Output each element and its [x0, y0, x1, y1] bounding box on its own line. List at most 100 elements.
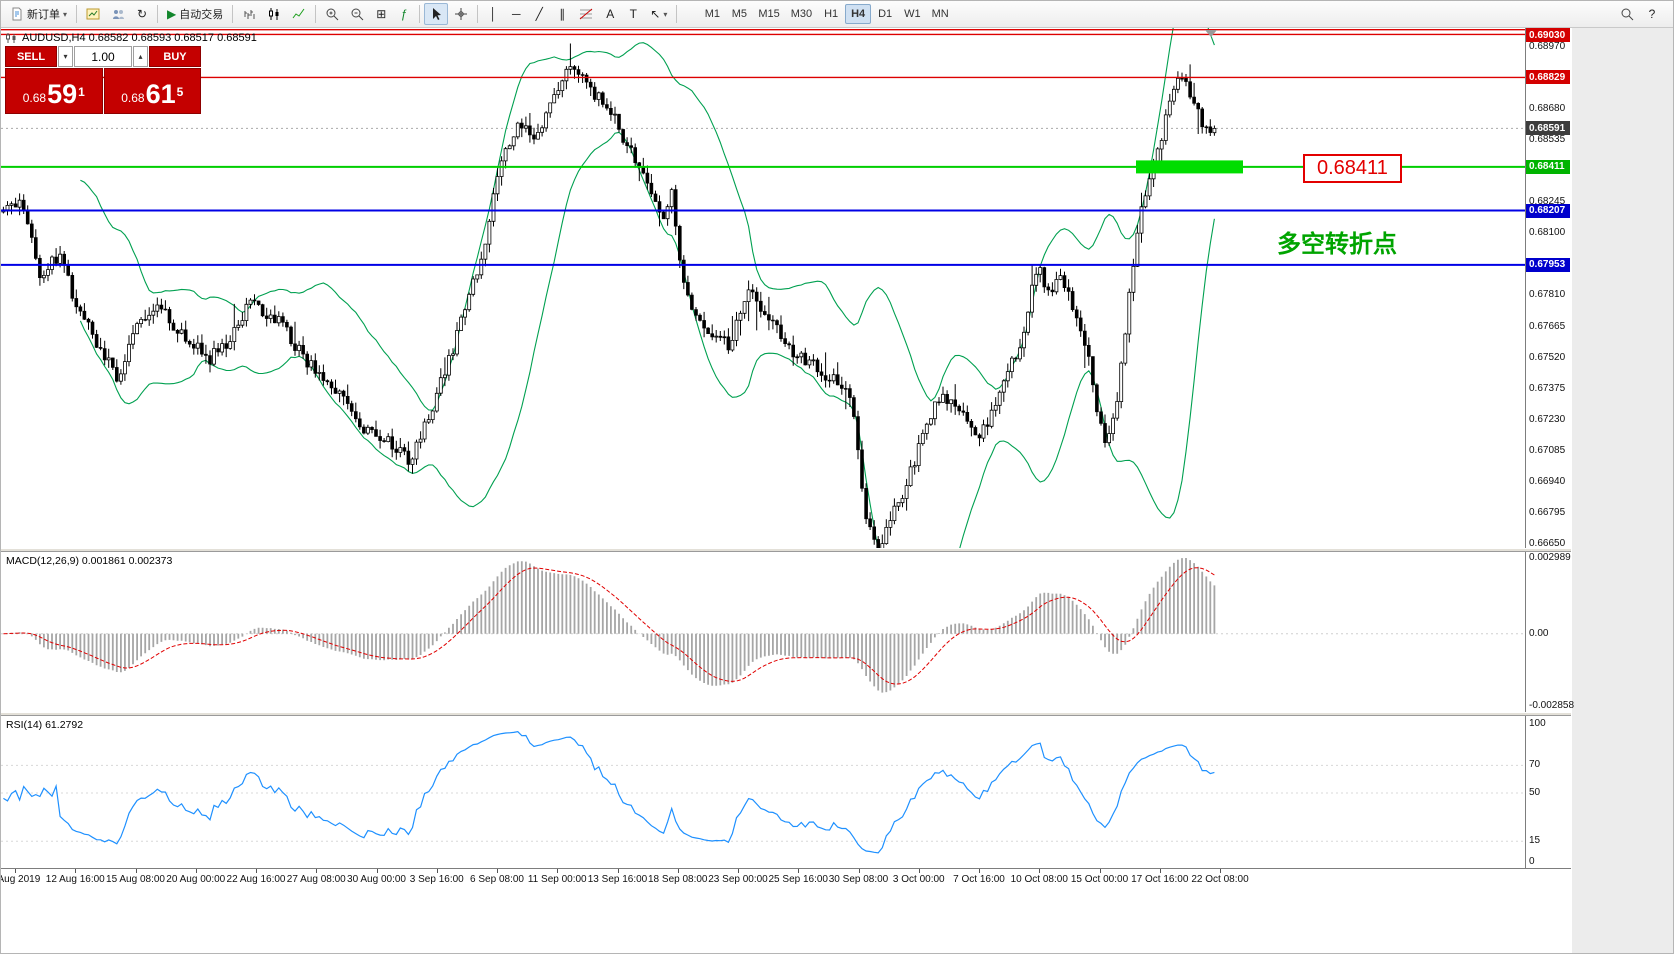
autotrading-button[interactable]: ▶ 自动交易: [162, 3, 228, 25]
time-axis-label: 23 Sep 00:00: [708, 874, 768, 885]
time-axis-label: 18 Sep 08:00: [648, 874, 708, 885]
fibonacci-button[interactable]: [574, 3, 598, 25]
trendline-icon: ╱: [535, 7, 543, 21]
pane-splitter[interactable]: [1, 548, 1571, 552]
time-tick: [1099, 869, 1101, 873]
macd-axis[interactable]: 0.002989 0.00 -0.002858: [1525, 552, 1574, 712]
macd-axis-tick: 0.00: [1529, 627, 1549, 639]
horizontal-line-button[interactable]: ─: [505, 3, 527, 25]
crosshair-button[interactable]: [449, 3, 473, 25]
time-axis-label: 30 Sep 08:00: [828, 874, 889, 885]
buy-button[interactable]: BUY: [149, 46, 201, 67]
pane-splitter[interactable]: [1, 712, 1571, 716]
timeframe-button-h1[interactable]: H1: [818, 4, 844, 24]
new-chart-icon: [86, 8, 100, 20]
candles: [1, 43, 1217, 548]
profiles-icon: [113, 10, 125, 19]
new-chart-button[interactable]: [81, 3, 105, 25]
price-tick: 0.67375: [1529, 382, 1566, 394]
new-order-button[interactable]: 新订单 ▾: [5, 3, 72, 25]
chevron-down-icon: ▾: [63, 9, 68, 19]
rsi-axis[interactable]: 100 70 50 15 0: [1525, 716, 1571, 868]
volume-increase-button[interactable]: ▴: [133, 46, 148, 67]
time-axis-label: 7 Oct 16:00: [953, 874, 1005, 885]
sell-button[interactable]: SELL: [5, 46, 57, 67]
timeframe-button-d1[interactable]: D1: [872, 4, 898, 24]
price-tick: 0.68680: [1529, 103, 1566, 115]
chart-bottom-space: [1, 890, 1571, 953]
price-level-label[interactable]: 0.68411: [1303, 154, 1402, 183]
candlestick-button[interactable]: [262, 3, 286, 25]
search-button[interactable]: [1615, 3, 1639, 25]
price-tick: 0.68245: [1529, 196, 1566, 208]
crosshair-icon: [455, 8, 468, 20]
toolbar-separator: [315, 5, 317, 23]
zoom-out-button[interactable]: [345, 3, 369, 25]
macd-canvas[interactable]: [1, 552, 1525, 712]
bar-chart-button[interactable]: [237, 3, 261, 25]
time-tick: [497, 869, 498, 873]
text-button[interactable]: A: [599, 3, 621, 25]
cursor-icon: [433, 8, 442, 20]
timeframe-button-m30[interactable]: M30: [786, 4, 817, 24]
price-tick: 0.68970: [1529, 41, 1566, 53]
main-chart-pane: 0.68970 0.68680 0.68535 0.68245 0.68100 0.678…: [1, 28, 1571, 549]
volume-input[interactable]: 1.00: [74, 46, 132, 67]
timeframe-button-h4[interactable]: H4: [845, 4, 872, 24]
rsi-line: [3, 731, 1215, 854]
zoom-in-button[interactable]: [320, 3, 344, 25]
price-chart-canvas[interactable]: [1, 28, 1525, 548]
time-axis-label: 25 Sep 16:00: [768, 874, 829, 885]
support-highlight-rect[interactable]: [1136, 160, 1243, 174]
label-button[interactable]: T: [622, 3, 644, 25]
time-tick: [256, 869, 257, 873]
timeframe-button-w1[interactable]: W1: [899, 4, 926, 24]
help-icon: ?: [1648, 7, 1656, 21]
rsi-canvas[interactable]: [1, 716, 1525, 868]
refresh-button[interactable]: ↻: [131, 3, 153, 25]
horizontal-levels[interactable]: [1, 29, 1525, 266]
line-chart-button[interactable]: [287, 3, 311, 25]
toolbar-separator: [157, 5, 159, 23]
rsi-axis-tick: 15: [1529, 835, 1541, 847]
rsi-axis-tick: 50: [1529, 787, 1541, 798]
macd-signal-line: [3, 567, 1215, 685]
sell-price[interactable]: 0.68 59 1: [5, 68, 103, 114]
rsi-axis-tick: 0: [1529, 856, 1535, 867]
timeframe-group: M1 M5 M15 M30 H1 H4 D1 W1 MN: [699, 4, 953, 24]
buy-price-prefix: 0.68: [121, 90, 145, 105]
channel-button[interactable]: ∥: [551, 3, 573, 25]
indicators-button[interactable]: ƒ: [393, 3, 415, 25]
tile-windows-button[interactable]: ⊞: [370, 3, 392, 25]
time-axis-label: 11 Sep 00:00: [527, 874, 587, 885]
price-badge: 0.68829: [1526, 70, 1570, 85]
chart-symbol-icon: [6, 33, 16, 43]
main-toolbar: 新订单 ▾ ↻ ▶ 自动交易 ⊞ ƒ │ ─ ╱ ∥ A T ↖ ▾ M1 M5: [1, 1, 1673, 28]
time-axis-label: 15 Oct 00:00: [1070, 874, 1129, 885]
volume-decrease-button[interactable]: ▾: [58, 46, 73, 67]
turning-point-annotation[interactable]: 多空转折点: [1277, 231, 1397, 258]
zoom-in-icon: [326, 8, 339, 21]
time-tick: [858, 869, 860, 873]
rsi-pane: 100 70 50 15 0 RSI(14) 61.2792: [1, 716, 1571, 868]
timeframe-button-m1[interactable]: M1: [699, 4, 725, 24]
timeframe-button-mn[interactable]: MN: [927, 4, 954, 24]
rsi-label: RSI(14) 61.2792: [6, 719, 84, 731]
refresh-icon: ↻: [136, 7, 148, 21]
time-tick: [1220, 869, 1221, 873]
sell-price-pips: 59: [47, 79, 78, 109]
profiles-button[interactable]: [106, 3, 130, 25]
timeframe-button-m5[interactable]: M5: [726, 4, 752, 24]
trendline-button[interactable]: ╱: [528, 3, 550, 25]
help-button[interactable]: ?: [1641, 3, 1663, 25]
cursor-button[interactable]: [424, 3, 449, 25]
vertical-line-button[interactable]: │: [482, 3, 504, 25]
buy-price[interactable]: 0.68 61 5: [103, 68, 201, 114]
price-axis[interactable]: 0.68970 0.68680 0.68535 0.68245 0.68100 0.678…: [1525, 28, 1571, 549]
price-tick: 0.68100: [1529, 227, 1566, 239]
time-tick: [1159, 869, 1161, 873]
arrows-button[interactable]: ↖ ▾: [645, 3, 672, 25]
timeframe-button-m15[interactable]: M15: [753, 4, 784, 24]
